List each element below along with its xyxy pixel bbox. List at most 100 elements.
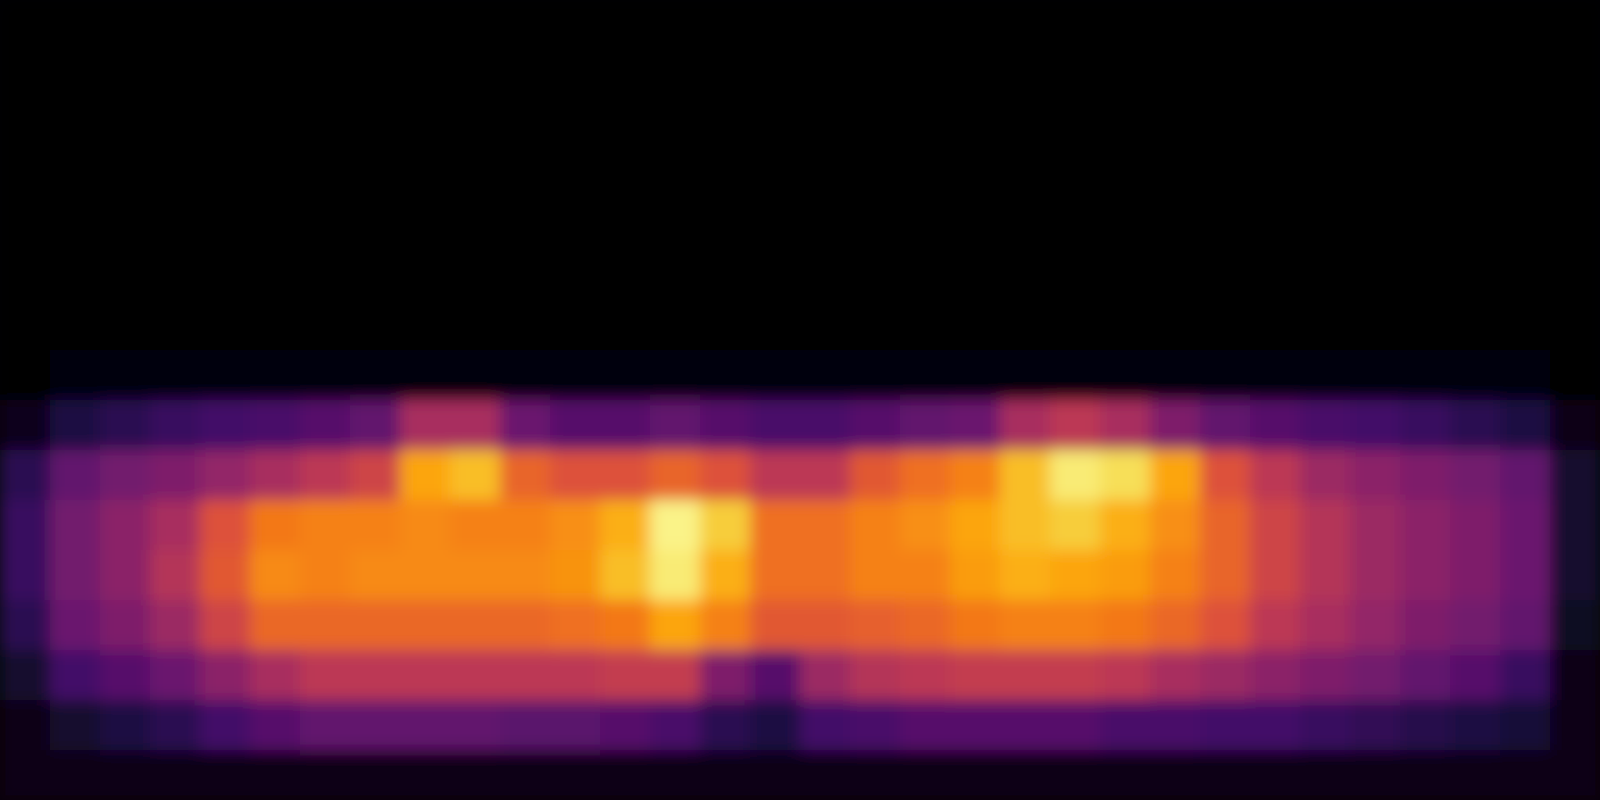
heatmap-cell [500, 250, 551, 301]
heatmap-cell [1550, 600, 1600, 651]
heatmap-cell [1550, 750, 1600, 800]
heatmap-cell [1000, 450, 1051, 501]
heatmap-cell [1450, 200, 1501, 251]
heatmap-cell [900, 300, 951, 351]
heatmap-cell [750, 150, 801, 201]
heatmap-cell [800, 750, 851, 800]
heatmap-cell [500, 200, 551, 251]
heatmap-cell [750, 50, 801, 101]
heatmap-cell [550, 50, 601, 101]
heatmap-cell [400, 50, 451, 101]
heatmap-cell [400, 250, 451, 301]
heatmap-cell [950, 300, 1001, 351]
heatmap-cell [450, 400, 501, 451]
heatmap-cell [1500, 300, 1551, 351]
heatmap-cell [550, 700, 601, 751]
heatmap-cell [550, 0, 601, 51]
heatmap-cell [50, 750, 101, 800]
heatmap-cell [700, 500, 751, 551]
heatmap-cell [1250, 350, 1301, 401]
heatmap-cell [300, 50, 351, 101]
heatmap-cell [900, 200, 951, 251]
heatmap-cell [1250, 0, 1301, 51]
heatmap-cell [1000, 150, 1051, 201]
heatmap-cell [400, 750, 451, 800]
heatmap-cell [100, 450, 151, 501]
cells [0, 0, 1600, 800]
heatmap-cell [500, 550, 551, 601]
heatmap-cell [1200, 0, 1251, 51]
heatmap-cell [0, 600, 51, 651]
heatmap-cell [800, 300, 851, 351]
heatmap-cell [300, 450, 351, 501]
heatmap-cell [1400, 100, 1451, 151]
heatmap-cell [1000, 100, 1051, 151]
heatmap-cell [350, 300, 401, 351]
heatmap-cell [950, 0, 1001, 51]
heatmap-cell [850, 350, 901, 401]
heatmap-cell [1550, 100, 1600, 151]
heatmap-cell [250, 250, 301, 301]
heatmap-cell [250, 450, 301, 501]
heatmap-cell [650, 400, 701, 451]
heatmap-cell [1500, 600, 1551, 651]
heatmap-cell [1100, 450, 1151, 501]
heatmap-cell [1050, 500, 1101, 551]
heatmap-cell [1100, 700, 1151, 751]
heatmap-cell [950, 750, 1001, 800]
heatmap-cell [1200, 700, 1251, 751]
heatmap-cell [1350, 300, 1401, 351]
heatmap-cell [600, 700, 651, 751]
heatmap-cell [450, 600, 501, 651]
heatmap-cell [400, 600, 451, 651]
heatmap-cell [0, 150, 51, 201]
heatmap-cell [1250, 450, 1301, 501]
heatmap-cell [1200, 100, 1251, 151]
heatmap-cell [1400, 700, 1451, 751]
heatmap-cell [1300, 500, 1351, 551]
heatmap-cell [1450, 250, 1501, 301]
heatmap-cell [650, 450, 701, 501]
heatmap-cell [1000, 50, 1051, 101]
background [0, 0, 1600, 800]
heatmap-cell [900, 0, 951, 51]
heatmap-cell [200, 450, 251, 501]
heatmap-cell [1450, 400, 1501, 451]
heatmap-cell [1100, 250, 1151, 301]
heatmap-cell [1500, 100, 1551, 151]
heatmap-cell [250, 600, 301, 651]
heatmap-cell [450, 700, 501, 751]
heatmap-cell [1350, 700, 1401, 751]
heatmap-cell [1000, 750, 1051, 800]
heatmap-cell [0, 350, 51, 401]
heatmap-cell [1400, 0, 1451, 51]
heatmap-cell [1250, 700, 1301, 751]
heatmap-chart [0, 0, 1600, 800]
heatmap-cell [250, 200, 301, 251]
heatmap-cell [800, 50, 851, 101]
heatmap-cell [350, 750, 401, 800]
heatmap-cell [600, 50, 651, 101]
heatmap-cell [1000, 400, 1051, 451]
heatmap-cell [1000, 250, 1051, 301]
heatmap-cell [1550, 250, 1600, 301]
heatmap-cell [650, 350, 701, 401]
heatmap-cell [600, 250, 651, 301]
heatmap-cell [1450, 300, 1501, 351]
heatmap-cell [850, 650, 901, 701]
heatmap-cell [700, 400, 751, 451]
heatmap-cell [350, 150, 401, 201]
heatmap-cell [350, 550, 401, 601]
heatmap-cell [1400, 200, 1451, 251]
heatmap-cell [350, 350, 401, 401]
heatmap-cell [1550, 450, 1600, 501]
heatmap-cell [1250, 250, 1301, 301]
heatmap-cell [1100, 100, 1151, 151]
heatmap-cell [1300, 400, 1351, 451]
heatmap-cell [1400, 650, 1451, 701]
heatmap-cell [0, 700, 51, 751]
heatmap-cell [1150, 650, 1201, 701]
heatmap-cell [900, 450, 951, 501]
heatmap-cell [1350, 0, 1401, 51]
heatmap-cell [950, 350, 1001, 401]
